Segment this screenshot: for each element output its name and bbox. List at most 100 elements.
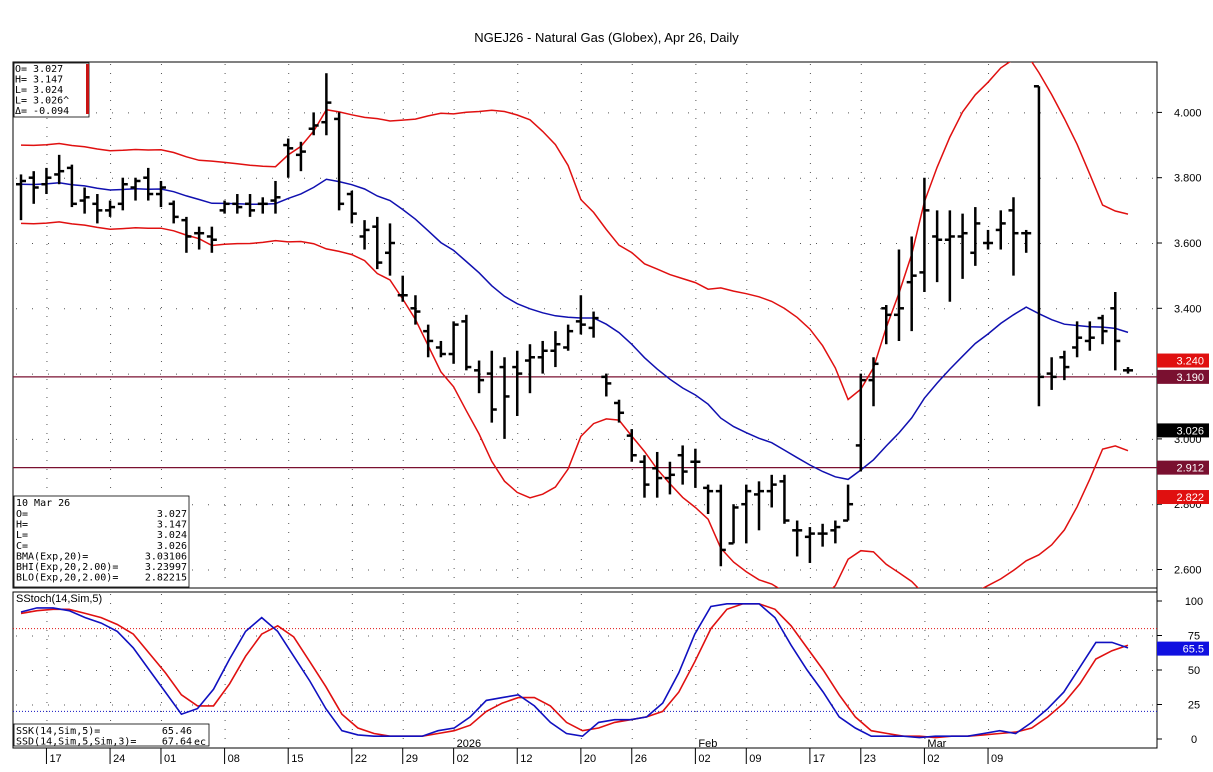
date-tick-label: 24 — [113, 753, 125, 765]
info-date: 10 Mar 26 — [16, 498, 70, 509]
ohlc-bar — [308, 112, 319, 136]
date-tick-label: 08 — [228, 753, 240, 765]
date-tick-label: 17 — [49, 753, 61, 765]
ohlc-bar — [461, 314, 472, 371]
ohlc-bar — [766, 474, 777, 508]
ohlc-bar — [105, 200, 116, 217]
ohlc-bar — [703, 484, 714, 514]
stoch-row-label: SSK(14,Sim,5)= — [16, 726, 100, 737]
ohlc-bar — [677, 445, 688, 485]
info-row-value: 3.23997 — [145, 562, 187, 573]
price-tick-label: 4.000 — [1174, 107, 1202, 119]
ohlc-bar — [448, 321, 459, 364]
date-period-label: Mar — [927, 738, 946, 750]
price-panel-frame — [12, 61, 1158, 589]
ohlc-bar — [843, 484, 854, 522]
price-tag-bg — [1157, 490, 1209, 505]
info-row-label: O= — [16, 509, 28, 520]
ohlc-bar — [372, 216, 383, 270]
stoch-box-bg — [13, 723, 210, 747]
ohlc-bar — [423, 324, 434, 358]
ohlc-bar — [932, 210, 943, 283]
chart-frame — [12, 61, 1158, 749]
price-tag-bg — [1157, 353, 1209, 368]
ohlc-bar — [295, 141, 306, 172]
date-period-label: 2026 — [457, 738, 481, 750]
ohlc-bar — [1072, 321, 1083, 358]
ohlc-bar — [41, 167, 52, 195]
ohlc-bar — [168, 200, 179, 224]
ohlc-bar — [54, 154, 65, 185]
info-row-value: 2.82215 — [145, 573, 187, 584]
ohlc-bar — [321, 73, 332, 136]
date-tick-label: 09 — [749, 753, 761, 765]
ohlc-bar — [944, 210, 955, 302]
ohlc-bar — [817, 523, 828, 547]
price-tag-label: 2.912 — [1176, 463, 1204, 475]
quote-box-bar — [86, 64, 89, 114]
ohlc-bar — [117, 177, 128, 211]
price-tag-bg — [1157, 460, 1209, 475]
stoch-tag-bg — [1157, 641, 1209, 656]
ohlc-bar — [639, 455, 650, 498]
ohlc-bar — [334, 112, 345, 211]
date-period-label: Feb — [698, 738, 717, 750]
date-tick-label: 02 — [457, 753, 469, 765]
chart-title: NGEJ26 - Natural Gas (Globex), Apr 26, D… — [474, 30, 739, 45]
ohlc-bar — [652, 451, 663, 498]
date-tick-label: 26 — [635, 753, 647, 765]
date-tick-label: 23 — [864, 753, 876, 765]
price-tag-label: 3.240 — [1176, 356, 1204, 368]
bollinger-bands — [13, 62, 1157, 588]
ohlc-bar — [359, 220, 370, 250]
date-tick-label: 22 — [355, 753, 367, 765]
stoch-plot — [13, 602, 1157, 739]
quote-line: Δ= -0.094 — [15, 106, 69, 117]
ohlc-bar — [397, 275, 408, 302]
ohlc-bar — [728, 504, 739, 545]
price-bars — [16, 73, 1133, 567]
ohlc-bar — [143, 167, 154, 201]
info-row-label: L= — [16, 530, 28, 541]
ohlc-bar — [1033, 85, 1044, 407]
price-tag-label: 3.026 — [1176, 425, 1204, 437]
ohlc-bar — [486, 350, 497, 423]
ohlc-bar — [792, 520, 803, 557]
info-row-label: BHI(Exp,20,2.00)= — [16, 562, 118, 573]
price-tag-label: 3.190 — [1176, 372, 1204, 384]
price-tag-label: 2.822 — [1176, 492, 1204, 504]
ohlc-bar — [16, 174, 26, 221]
ohlc-bar — [563, 324, 574, 351]
ohlc-bar — [588, 311, 599, 338]
ohlc-bar — [245, 194, 256, 217]
stoch-tick-label: 25 — [1188, 700, 1200, 712]
ohlc-bar — [219, 200, 230, 214]
bollinger-lower-line — [20, 221, 1129, 588]
ohlc-bar — [283, 138, 294, 178]
ohlc-bar — [575, 295, 586, 335]
ohlc-bar — [1008, 197, 1019, 276]
info-row-label: BMA(Exp,20)= — [16, 551, 88, 562]
quote-line: L= 3.024 — [15, 85, 63, 96]
ohlc-bar — [257, 197, 268, 214]
ohlc-bar — [779, 474, 790, 524]
ohlc-bar — [550, 331, 561, 368]
ohlc-bar — [614, 399, 625, 423]
date-tick-label: 17 — [813, 753, 825, 765]
price-tick-label: 3.800 — [1174, 173, 1202, 185]
stoch-row-value: 67.64 — [162, 737, 192, 748]
ohlc-bar — [524, 344, 535, 394]
ohlc-bar — [79, 187, 90, 214]
date-tick-label: 01 — [164, 753, 176, 765]
ohlc-bar — [754, 481, 764, 531]
ohlc-bar — [474, 360, 485, 394]
ohlc-bar — [1110, 291, 1121, 371]
ohlc-bar — [28, 171, 39, 204]
ohlc-bar — [346, 190, 357, 224]
price-tag-bg — [1157, 423, 1209, 438]
ohlc-bar — [410, 295, 421, 325]
info-row-value: 3.024 — [157, 530, 187, 541]
